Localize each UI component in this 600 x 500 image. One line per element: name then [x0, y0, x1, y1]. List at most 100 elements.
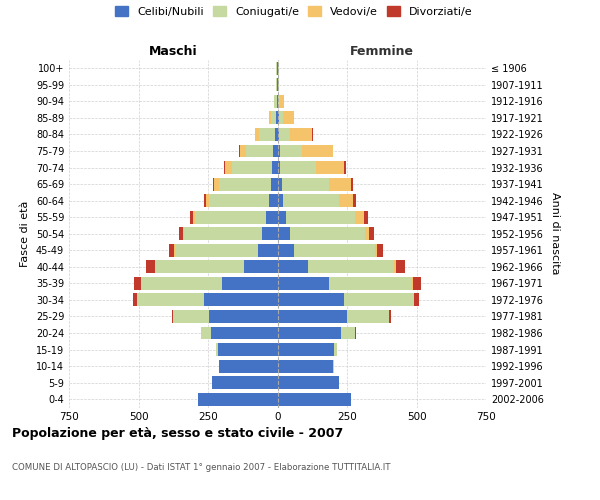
Bar: [277, 326, 341, 340]
Bar: [183, 228, 184, 240]
Bar: [271, 112, 276, 124]
Bar: [277, 95, 278, 108]
Bar: [214, 178, 219, 190]
Text: Popolazione per età, sesso e stato civile - 2007: Popolazione per età, sesso e stato civil…: [12, 428, 343, 440]
Bar: [341, 326, 355, 340]
Bar: [302, 144, 332, 158]
Bar: [279, 128, 290, 141]
Bar: [211, 326, 277, 340]
Y-axis label: Fasce di età: Fasce di età: [20, 200, 30, 267]
Bar: [347, 310, 389, 323]
Bar: [344, 294, 414, 306]
Bar: [277, 260, 308, 274]
Bar: [133, 294, 137, 306]
Bar: [364, 210, 368, 224]
Bar: [278, 78, 280, 92]
Bar: [262, 228, 277, 240]
Bar: [283, 194, 338, 207]
Bar: [190, 210, 193, 224]
Bar: [294, 244, 375, 257]
Bar: [277, 144, 280, 158]
Bar: [173, 310, 209, 323]
Bar: [209, 194, 269, 207]
Bar: [414, 294, 419, 306]
Bar: [276, 112, 277, 124]
Bar: [274, 144, 277, 158]
Bar: [290, 128, 312, 141]
Bar: [280, 95, 284, 108]
Bar: [394, 260, 395, 274]
Bar: [277, 194, 283, 207]
Bar: [206, 194, 209, 207]
Bar: [258, 244, 277, 257]
Bar: [196, 210, 266, 224]
Bar: [266, 210, 277, 224]
Bar: [334, 343, 337, 356]
Bar: [240, 144, 245, 158]
Bar: [259, 128, 275, 141]
Bar: [283, 112, 294, 124]
Bar: [169, 244, 174, 257]
Bar: [278, 95, 280, 108]
Bar: [179, 228, 183, 240]
Bar: [137, 294, 204, 306]
Bar: [222, 277, 277, 290]
Bar: [272, 161, 277, 174]
Bar: [351, 178, 353, 190]
Bar: [377, 244, 383, 257]
Bar: [271, 178, 277, 190]
Text: Maschi: Maschi: [149, 44, 197, 58]
Bar: [355, 210, 364, 224]
Bar: [277, 294, 344, 306]
Bar: [277, 376, 338, 389]
Bar: [209, 310, 277, 323]
Bar: [269, 112, 271, 124]
Legend: Celibi/Nubili, Coniugati/e, Vedovi/e, Divorziati/e: Celibi/Nubili, Coniugati/e, Vedovi/e, Di…: [112, 3, 476, 20]
Bar: [255, 128, 259, 141]
Bar: [277, 210, 286, 224]
Bar: [332, 144, 334, 158]
Bar: [245, 144, 274, 158]
Bar: [369, 228, 374, 240]
Bar: [201, 326, 211, 340]
Bar: [269, 194, 277, 207]
Bar: [277, 310, 347, 323]
Bar: [204, 294, 277, 306]
Bar: [316, 161, 344, 174]
Bar: [338, 194, 353, 207]
Bar: [175, 244, 258, 257]
Bar: [286, 210, 355, 224]
Bar: [277, 244, 294, 257]
Bar: [277, 277, 329, 290]
Bar: [141, 277, 222, 290]
Y-axis label: Anni di nascita: Anni di nascita: [550, 192, 560, 275]
Bar: [232, 161, 272, 174]
Bar: [212, 376, 277, 389]
Bar: [277, 161, 280, 174]
Bar: [184, 228, 262, 240]
Bar: [353, 194, 356, 207]
Bar: [277, 178, 281, 190]
Bar: [395, 260, 406, 274]
Bar: [219, 360, 277, 372]
Bar: [277, 128, 279, 141]
Bar: [276, 78, 277, 92]
Bar: [278, 112, 283, 124]
Bar: [277, 343, 334, 356]
Bar: [277, 393, 351, 406]
Bar: [412, 277, 413, 290]
Bar: [329, 178, 351, 190]
Bar: [308, 260, 394, 274]
Bar: [172, 310, 173, 323]
Bar: [275, 128, 277, 141]
Bar: [174, 244, 175, 257]
Bar: [146, 260, 155, 274]
Bar: [280, 161, 316, 174]
Bar: [333, 360, 334, 372]
Bar: [218, 343, 277, 356]
Bar: [277, 228, 290, 240]
Bar: [134, 277, 141, 290]
Bar: [365, 228, 369, 240]
Bar: [375, 244, 377, 257]
Text: Femmine: Femmine: [350, 44, 414, 58]
